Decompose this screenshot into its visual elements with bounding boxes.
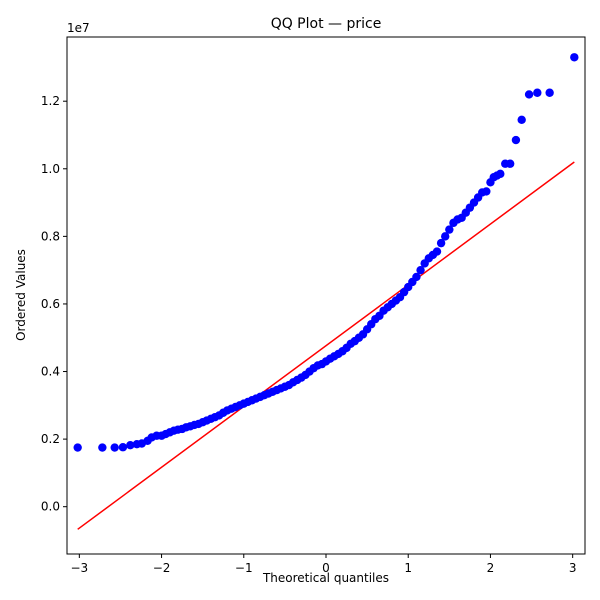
data-point-3 xyxy=(118,443,128,452)
y-tick-label-2: 0.4 xyxy=(41,365,60,379)
data-point-98 xyxy=(524,90,534,99)
data-point-72 xyxy=(412,272,421,282)
data-point-1 xyxy=(98,443,107,452)
data-point-100 xyxy=(545,88,554,97)
x-tick-label-0: −3 xyxy=(70,561,88,575)
y-tick-label-5: 1.0 xyxy=(41,162,60,176)
data-point-96 xyxy=(511,135,521,145)
data-point-95 xyxy=(505,159,515,168)
y-tick-label-0: 0.0 xyxy=(41,500,60,514)
x-tick-label-1: −2 xyxy=(153,561,171,575)
data-point-101 xyxy=(570,53,579,62)
data-point-77 xyxy=(432,247,442,256)
data-point-4 xyxy=(126,440,135,450)
y-axis-label: Ordered Values xyxy=(14,249,28,341)
data-point-79 xyxy=(441,232,450,241)
points-group xyxy=(73,53,579,452)
x-tick-label-4: 1 xyxy=(404,561,412,575)
data-point-80 xyxy=(445,225,454,234)
fit-line-group xyxy=(77,161,575,530)
data-point-93 xyxy=(496,169,505,179)
data-point-78 xyxy=(436,238,446,248)
plot-frame xyxy=(66,36,586,555)
data-point-99 xyxy=(533,88,542,97)
x-tick-label-5: 2 xyxy=(487,561,495,575)
y-offset-label: 1e7 xyxy=(67,21,90,35)
data-point-89 xyxy=(482,187,491,196)
x-axis-ticks: −3 −2 −1 0 1 2 3 xyxy=(70,554,576,575)
data-point-97 xyxy=(517,115,526,124)
y-axis-ticks: 0.0 0.2 0.4 0.6 0.8 1.0 1.2 xyxy=(41,94,67,514)
data-point-2 xyxy=(110,443,119,452)
x-tick-label-2: −1 xyxy=(235,561,253,575)
chart-title: QQ Plot — price xyxy=(271,16,382,32)
reference-fit-line xyxy=(77,161,575,530)
data-point-0 xyxy=(73,443,82,452)
y-tick-label-1: 0.2 xyxy=(41,432,60,446)
data-point-73 xyxy=(416,265,425,275)
y-tick-label-4: 0.8 xyxy=(41,229,60,243)
x-tick-label-3: 0 xyxy=(322,561,330,575)
y-tick-label-3: 0.6 xyxy=(41,297,60,311)
x-axis-label: Theoretical quantiles xyxy=(262,571,389,585)
y-tick-label-6: 1.2 xyxy=(41,94,60,108)
x-tick-label-6: 3 xyxy=(569,561,577,575)
